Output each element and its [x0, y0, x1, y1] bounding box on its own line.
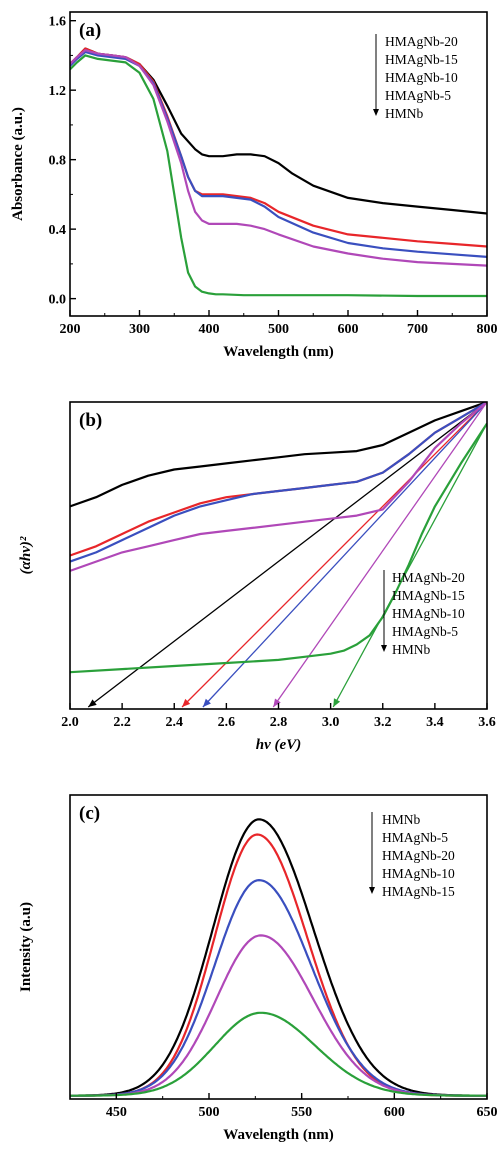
extrapolation-arrowhead-3 — [273, 698, 281, 707]
legend-entry: HMAgNb-20 — [382, 848, 455, 863]
legend-entry: HMNb — [382, 812, 421, 827]
legend-arrow-head — [369, 887, 375, 894]
y-tick-label: 0.8 — [49, 154, 67, 169]
x-tick-label: 600 — [338, 322, 359, 337]
series-line-2 — [70, 50, 487, 258]
series-group — [70, 402, 487, 708]
y-tick-label: 0.0 — [49, 293, 67, 308]
extrapolation-arrowhead-1 — [182, 698, 191, 707]
x-axis-label: hν (eV) — [256, 737, 301, 753]
x-tick-label: 2.2 — [113, 715, 131, 730]
legend-entry: HMAgNb-15 — [392, 588, 465, 603]
y-tick-label: 1.6 — [49, 15, 67, 30]
series-line-2 — [70, 879, 487, 1097]
legend-entry: HMAgNb-5 — [392, 624, 458, 639]
x-tick-label: 400 — [199, 322, 220, 337]
series-line-0 — [70, 402, 487, 508]
series-line-0 — [70, 818, 487, 1097]
legend-arrow-head — [381, 645, 387, 652]
plot-frame — [69, 401, 488, 710]
legend-entry: HMAgNb-15 — [382, 884, 455, 899]
panel-label: (a) — [79, 20, 101, 41]
y-axis-label: Intensity (a.u) — [18, 902, 34, 992]
extrapolation-arrowhead-4 — [333, 698, 341, 707]
x-tick-label: 2.0 — [61, 715, 79, 730]
series-group — [70, 818, 487, 1097]
y-tick-label: 1.2 — [49, 84, 67, 99]
legend-entry: HMAgNb-5 — [382, 830, 448, 845]
legend-entry: HMAgNb-20 — [392, 570, 465, 585]
y-axis-label: (αhν)² — [18, 536, 34, 574]
series-line-4 — [70, 422, 487, 674]
x-axis-label: Wavelength (nm) — [223, 1127, 333, 1143]
x-tick-label: 450 — [106, 1105, 127, 1120]
legend: HMAgNb-20 HMAgNb-15 HMAgNb-10 HMAgNb-5 HMNb — [373, 34, 458, 121]
legend-entry: HMAgNb-5 — [385, 88, 451, 103]
panel-label: (b) — [79, 410, 102, 431]
x-tick-label: 3.0 — [322, 715, 340, 730]
x-tick-label: 500 — [268, 322, 289, 337]
x-tick-label: 500 — [199, 1105, 220, 1120]
x-tick-label: 2.6 — [218, 715, 236, 730]
extrapolation-line-2 — [202, 402, 487, 708]
plot-frame — [69, 794, 488, 1100]
legend-entry: HMAgNb-10 — [382, 866, 455, 881]
legend-entry: HMAgNb-10 — [385, 70, 458, 85]
extrapolation-line-1 — [181, 402, 487, 708]
extrapolation-line-4 — [332, 423, 487, 708]
extrapolation-arrowhead-2 — [202, 698, 211, 707]
legend-entry: HMNb — [392, 642, 431, 657]
x-tick-label: 200 — [60, 322, 81, 337]
x-tick-label: 600 — [384, 1105, 405, 1120]
series-line-3 — [70, 402, 487, 572]
legend-entry: HMAgNb-20 — [385, 34, 458, 49]
legend-arrow-head — [373, 109, 379, 116]
x-tick-label: 800 — [477, 322, 498, 337]
legend: HMNb HMAgNb-5 HMAgNb-20 HMAgNb-10 HMAgNb-15 — [369, 812, 455, 899]
series-group — [70, 47, 487, 298]
legend-entry: HMAgNb-15 — [385, 52, 458, 67]
legend-entry: HMNb — [385, 106, 424, 121]
x-tick-label: 2.4 — [166, 715, 184, 730]
extrapolation-line-0 — [87, 402, 487, 708]
x-tick-label: 3.4 — [426, 715, 444, 730]
panel-label: (c) — [79, 803, 100, 824]
legend: HMAgNb-20 HMAgNb-15 HMAgNb-10 HMAgNb-5 HMNb — [381, 570, 465, 657]
x-tick-label: 2.8 — [270, 715, 288, 730]
x-tick-label: 300 — [129, 322, 150, 337]
panel-b: 2.0 2.2 2.4 2.6 2.8 3.0 3.2 3.4 3.6 hν (eV) (αhν)²… — [18, 401, 496, 753]
x-tick-label: 3.6 — [478, 715, 496, 730]
y-tick-label: 0.4 — [49, 223, 67, 238]
extrapolation-arrowhead-0 — [88, 699, 97, 707]
x-tick-label: 700 — [407, 322, 428, 337]
x-axis-label: Wavelength (nm) — [223, 344, 333, 360]
series-line-4 — [70, 1011, 487, 1097]
panel-a: 200 300 400 500 600 700 800 0.0 0.4 0.8 1.2 1.6 Wave… — [10, 11, 498, 360]
y-axis-label: Absorbance (a.u.) — [10, 107, 26, 221]
x-tick-label: 3.2 — [374, 715, 392, 730]
legend-entry: HMAgNb-10 — [392, 606, 465, 621]
series-line-3 — [70, 934, 487, 1097]
x-tick-label: 550 — [291, 1105, 312, 1120]
series-line-3 — [70, 49, 487, 267]
series-line-4 — [70, 54, 487, 298]
extrapolation-line-3 — [272, 402, 487, 708]
series-line-2 — [70, 402, 487, 563]
panel-c: 450 500 550 600 650 Wavelength (nm) Intensity … — [18, 794, 498, 1143]
x-tick-label: 650 — [477, 1105, 498, 1120]
